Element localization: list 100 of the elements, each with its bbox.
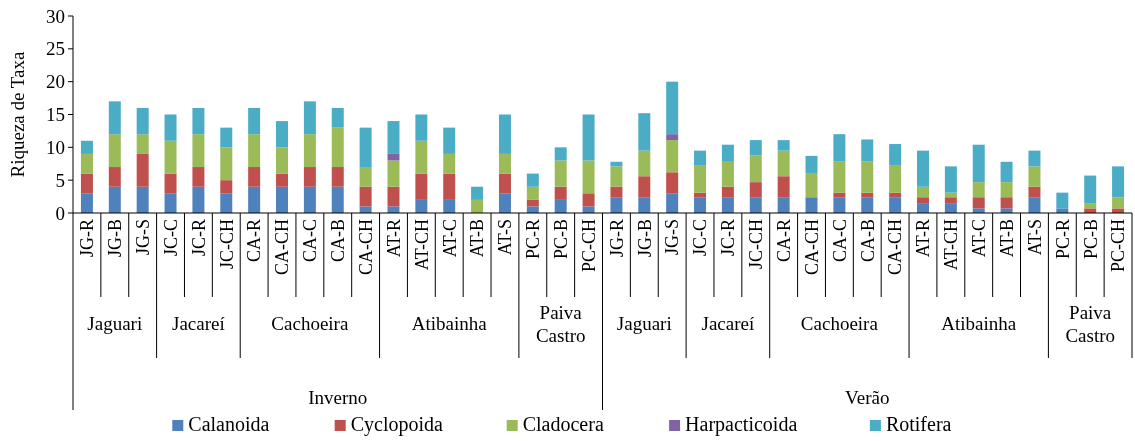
bar [861,139,874,162]
bar [108,134,121,168]
x-tick-label: PC-B [1080,219,1101,260]
bar [777,197,790,213]
bar [582,114,595,161]
bar [638,113,651,151]
x-tick-label: PC-CH [578,219,599,273]
legend-label: Calanoida [188,413,270,435]
x-tick-label: CA-B [857,219,878,263]
x-tick-label: CA-CH [801,219,822,276]
bar [833,134,846,162]
bar [526,206,539,213]
bar [554,160,567,187]
y-axis-title: Riqueza de Taxa [7,50,28,178]
bar [554,199,567,213]
legend-label: Rotifera [885,413,952,435]
bar [749,197,762,213]
bar [972,144,985,183]
bar [498,193,511,213]
bar [610,166,623,187]
x-tick-label: JC-R [188,219,209,257]
bar [1112,166,1125,198]
x-tick-label: PC-CH [1108,219,1129,273]
bar [944,166,957,193]
bar [443,127,456,154]
bar [498,114,511,154]
text: Atibainha [411,313,488,334]
bar [498,173,511,194]
bar [164,173,177,194]
x-tick-label: PC-B [551,219,571,260]
legend-label: Harpacticoida [685,413,798,436]
bar [610,197,623,213]
bar [833,197,846,213]
bar [276,121,288,148]
bar [1000,161,1013,183]
bar [917,197,929,204]
x-tick-label: JG-R [77,219,98,258]
bar [164,114,177,141]
bar [471,186,484,200]
bar [136,153,149,187]
x-tick-label: PC-R [1052,219,1073,260]
bar [721,186,734,198]
bar [749,140,762,156]
bar [80,173,93,194]
x-tick-label: PC-R [523,219,544,260]
bar [554,147,567,161]
bar [721,161,734,187]
bar [526,186,539,200]
x-tick-label: CA-B [328,219,349,263]
bar [108,101,121,135]
bar [972,197,985,209]
bar [972,182,985,198]
bar [359,186,372,207]
x-tick-label: CA-C [300,219,321,263]
bar [359,127,372,168]
bar [387,186,400,207]
x-tick-label: JC-R [718,219,739,257]
bar [1112,197,1125,209]
x-tick-label: CA-R [773,219,794,263]
bar [136,186,149,213]
bar [526,173,539,187]
bar [164,193,177,213]
x-tick-label: AT-B [996,219,1017,258]
bar [443,199,456,213]
bar [331,186,344,213]
bar [666,193,679,213]
x-tick-label: AT-C [969,219,990,258]
bar [248,186,261,213]
bar [248,134,261,168]
x-tick-label: JG-B [634,219,655,258]
bar [331,167,344,187]
bar [387,160,400,187]
x-tick-label: JC-CH [746,219,767,270]
bar [498,153,511,174]
text: Cachoeira [800,313,879,334]
text: Paiva Castro [1065,302,1115,346]
bar [387,121,400,154]
bar [777,176,790,198]
bar [1084,203,1097,209]
bar [164,140,177,174]
bar [1028,166,1041,187]
x-tick-label: JG-B [105,219,126,258]
bar [582,160,595,194]
bar [303,167,316,187]
bar [582,206,595,213]
x-tick-label: JC-CH [216,219,237,270]
bar [917,186,929,198]
bar [777,150,790,177]
bar [805,172,818,198]
text: Cachoeira [271,313,349,334]
bar [276,186,288,213]
bar [805,155,818,173]
text: Paiva Castro [535,302,586,346]
x-tick-label: AT-CH [941,219,962,271]
bar [721,197,734,213]
bar [192,107,205,135]
y-tick-label: 25 [46,38,65,60]
bar [666,140,679,173]
x-tick-label: JC-C [690,219,711,257]
x-tick-label: AT-R [913,219,934,258]
